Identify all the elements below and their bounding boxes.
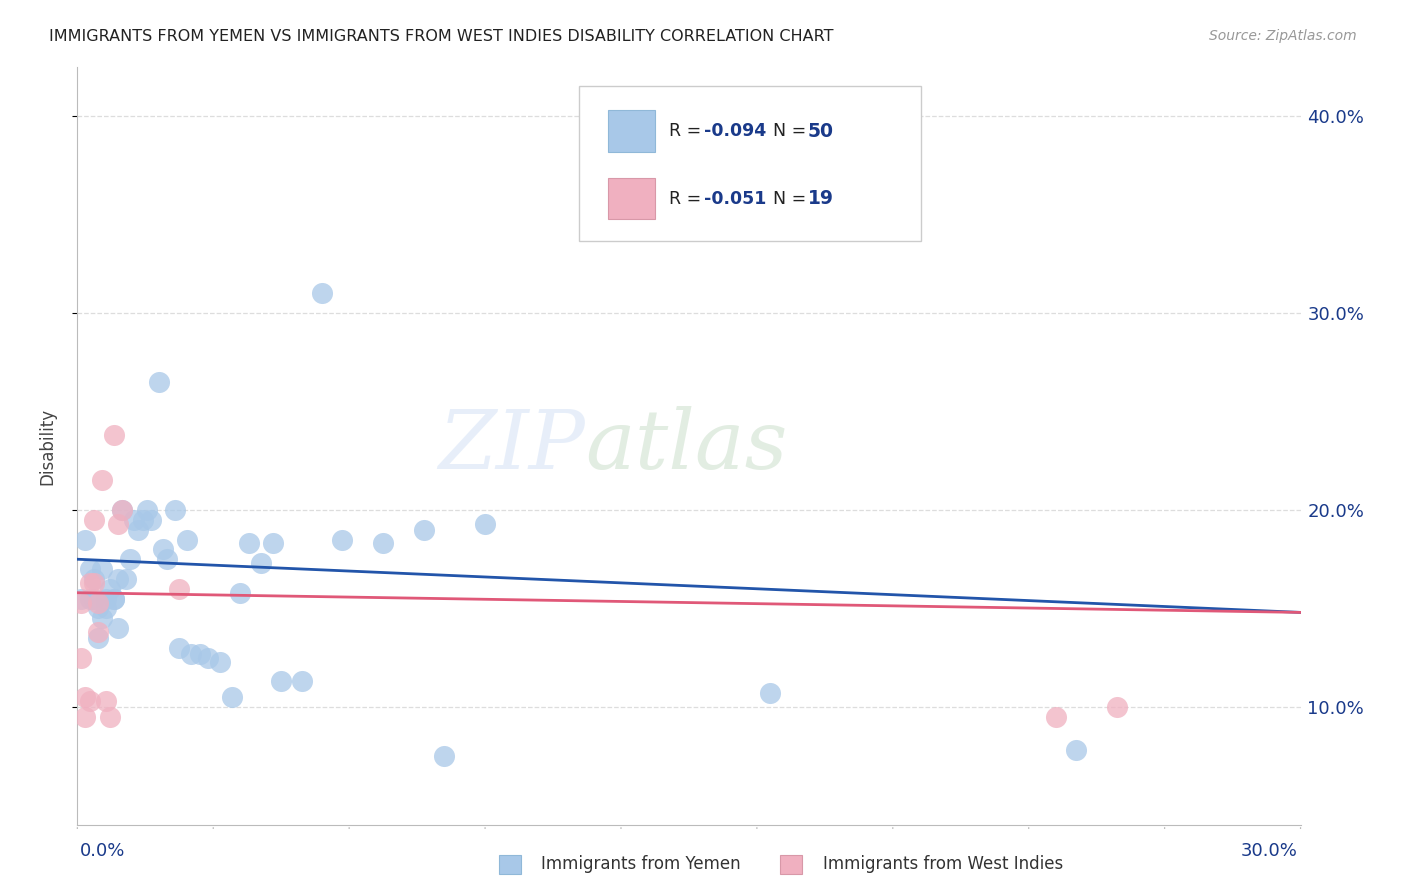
- Point: [90, 562, 112, 576]
- Point: [250, 556, 273, 570]
- Point: [75, 710, 97, 724]
- Point: [188, 647, 211, 661]
- Text: R =: R =: [669, 122, 707, 140]
- Text: Immigrants from Yemen: Immigrants from Yemen: [541, 855, 741, 873]
- Point: [115, 572, 138, 586]
- Point: [87, 601, 110, 615]
- Point: [83, 591, 105, 606]
- Point: [148, 375, 170, 389]
- Text: atlas: atlas: [585, 406, 787, 486]
- Point: [238, 536, 260, 550]
- Text: 0.0%: 0.0%: [80, 842, 125, 860]
- Point: [152, 542, 174, 557]
- Point: [474, 516, 496, 531]
- Point: [176, 533, 198, 547]
- Point: [70, 596, 93, 610]
- Point: [332, 533, 354, 547]
- Point: [1107, 700, 1129, 714]
- Text: 19: 19: [807, 189, 834, 208]
- Point: [413, 523, 436, 537]
- FancyBboxPatch shape: [579, 86, 921, 241]
- Point: [98, 582, 121, 596]
- Text: ZIP: ZIP: [439, 406, 585, 486]
- Point: [1066, 743, 1088, 757]
- Point: [127, 523, 149, 537]
- FancyBboxPatch shape: [609, 111, 655, 153]
- Text: R =: R =: [669, 190, 707, 208]
- Point: [135, 503, 157, 517]
- Point: [197, 650, 219, 665]
- Point: [87, 631, 110, 645]
- Y-axis label: Disability: Disability: [38, 408, 56, 484]
- Point: [79, 562, 101, 576]
- Point: [208, 655, 231, 669]
- Point: [107, 516, 129, 531]
- Point: [90, 474, 112, 488]
- Point: [79, 575, 101, 590]
- Point: [165, 503, 187, 517]
- Point: [94, 591, 117, 606]
- Point: [107, 621, 129, 635]
- Point: [270, 674, 292, 689]
- Text: 50: 50: [807, 122, 834, 141]
- Point: [1045, 710, 1067, 724]
- Point: [139, 513, 162, 527]
- Text: N =: N =: [773, 190, 813, 208]
- Text: N =: N =: [773, 122, 813, 140]
- Point: [111, 503, 134, 517]
- FancyBboxPatch shape: [609, 178, 655, 219]
- Point: [180, 647, 202, 661]
- Text: Immigrants from West Indies: Immigrants from West Indies: [823, 855, 1063, 873]
- Point: [79, 694, 101, 708]
- Point: [103, 591, 125, 606]
- Point: [120, 552, 142, 566]
- Point: [107, 572, 129, 586]
- Point: [169, 640, 191, 655]
- Point: [70, 591, 93, 606]
- Point: [75, 690, 97, 704]
- Point: [75, 533, 97, 547]
- Text: Source: ZipAtlas.com: Source: ZipAtlas.com: [1209, 29, 1357, 43]
- Point: [87, 625, 110, 640]
- Point: [70, 650, 93, 665]
- Point: [103, 591, 125, 606]
- Text: IMMIGRANTS FROM YEMEN VS IMMIGRANTS FROM WEST INDIES DISABILITY CORRELATION CHAR: IMMIGRANTS FROM YEMEN VS IMMIGRANTS FROM…: [49, 29, 834, 44]
- Point: [83, 513, 105, 527]
- Point: [111, 503, 134, 517]
- Point: [103, 428, 125, 442]
- Point: [221, 690, 243, 704]
- Point: [83, 572, 105, 586]
- FancyBboxPatch shape: [780, 855, 801, 874]
- Point: [98, 710, 121, 724]
- Point: [290, 674, 312, 689]
- Point: [79, 591, 101, 606]
- Point: [371, 536, 394, 550]
- Point: [94, 601, 117, 615]
- Point: [90, 611, 112, 625]
- Point: [83, 575, 105, 590]
- Point: [169, 582, 191, 596]
- Point: [311, 286, 333, 301]
- Text: 30.0%: 30.0%: [1241, 842, 1298, 860]
- Point: [759, 686, 782, 700]
- Point: [229, 585, 252, 599]
- Text: -0.051: -0.051: [703, 190, 766, 208]
- Point: [433, 749, 456, 764]
- FancyBboxPatch shape: [499, 855, 520, 874]
- Point: [262, 536, 284, 550]
- Point: [94, 694, 117, 708]
- Point: [87, 596, 110, 610]
- Text: -0.094: -0.094: [703, 122, 766, 140]
- Point: [156, 552, 179, 566]
- Point: [131, 513, 153, 527]
- Point: [124, 513, 146, 527]
